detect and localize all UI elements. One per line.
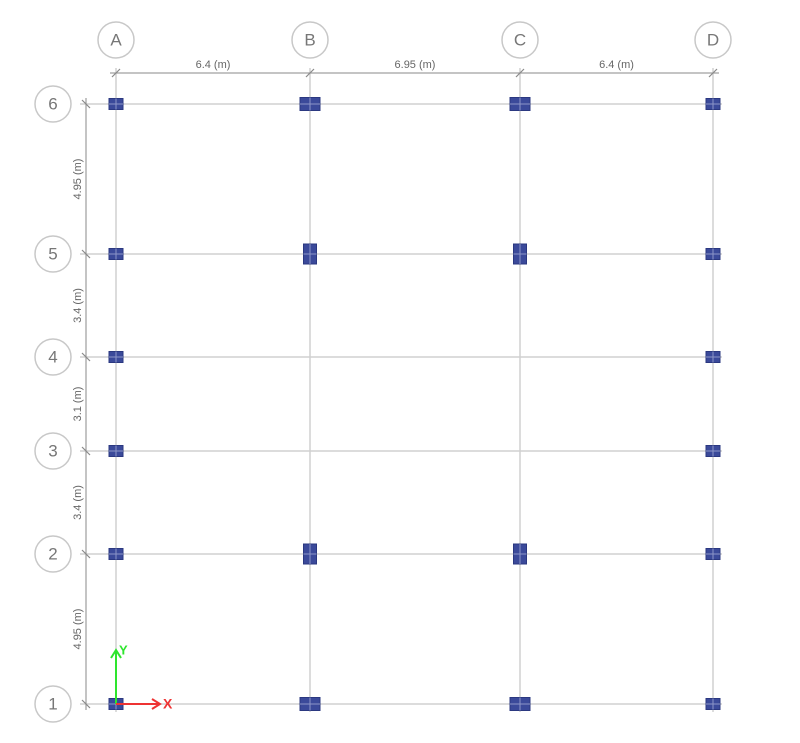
grid-label: 3 (48, 441, 57, 460)
x-axis-arrowhead (151, 698, 162, 710)
grid-bubble (34, 432, 72, 470)
grid-bubble (34, 338, 72, 376)
grid-bubble (97, 21, 135, 59)
grid-bubble (34, 535, 72, 573)
dimension-tick (81, 249, 91, 259)
grid-label: 4 (48, 347, 57, 366)
grid-label: 5 (48, 244, 57, 263)
dimension-label: 6.4 (m) (599, 59, 634, 71)
x-axis-label: X (163, 696, 173, 712)
y-axis-arrowhead (110, 648, 122, 659)
grid-bubble (34, 85, 72, 123)
dimension-label: 4.95 (m) (72, 159, 84, 200)
dimension-tick (81, 549, 91, 559)
grid-label: 2 (48, 544, 57, 563)
dimension-label: 3.1 (m) (72, 387, 84, 422)
grid-bubble (694, 21, 732, 59)
grid-label: D (707, 30, 719, 49)
grid-bubble (501, 21, 539, 59)
dimension-tick (81, 99, 91, 109)
dimension-tick (111, 68, 121, 78)
dimension-tick (305, 68, 315, 78)
grid-label: 1 (48, 694, 57, 713)
dimension-label: 6.4 (m) (196, 59, 231, 71)
grid-bubble (291, 21, 329, 59)
y-axis-label: Y (119, 642, 128, 657)
dimension-label: 3.4 (m) (72, 485, 84, 520)
dimension-tick (81, 446, 91, 456)
grid-bubble (34, 235, 72, 273)
dimension-tick (81, 352, 91, 362)
grid-label: A (110, 30, 122, 49)
dimension-tick (708, 68, 718, 78)
grid-label: C (514, 30, 526, 49)
dimension-tick (81, 699, 91, 709)
dimension-tick (515, 68, 525, 78)
dimension-label: 6.95 (m) (395, 59, 436, 71)
dimension-label: 3.4 (m) (72, 288, 84, 323)
dimension-label: 4.95 (m) (72, 609, 84, 650)
grid-label: 6 (48, 94, 57, 113)
grid-label: B (304, 30, 315, 49)
grid-bubble (34, 685, 72, 723)
